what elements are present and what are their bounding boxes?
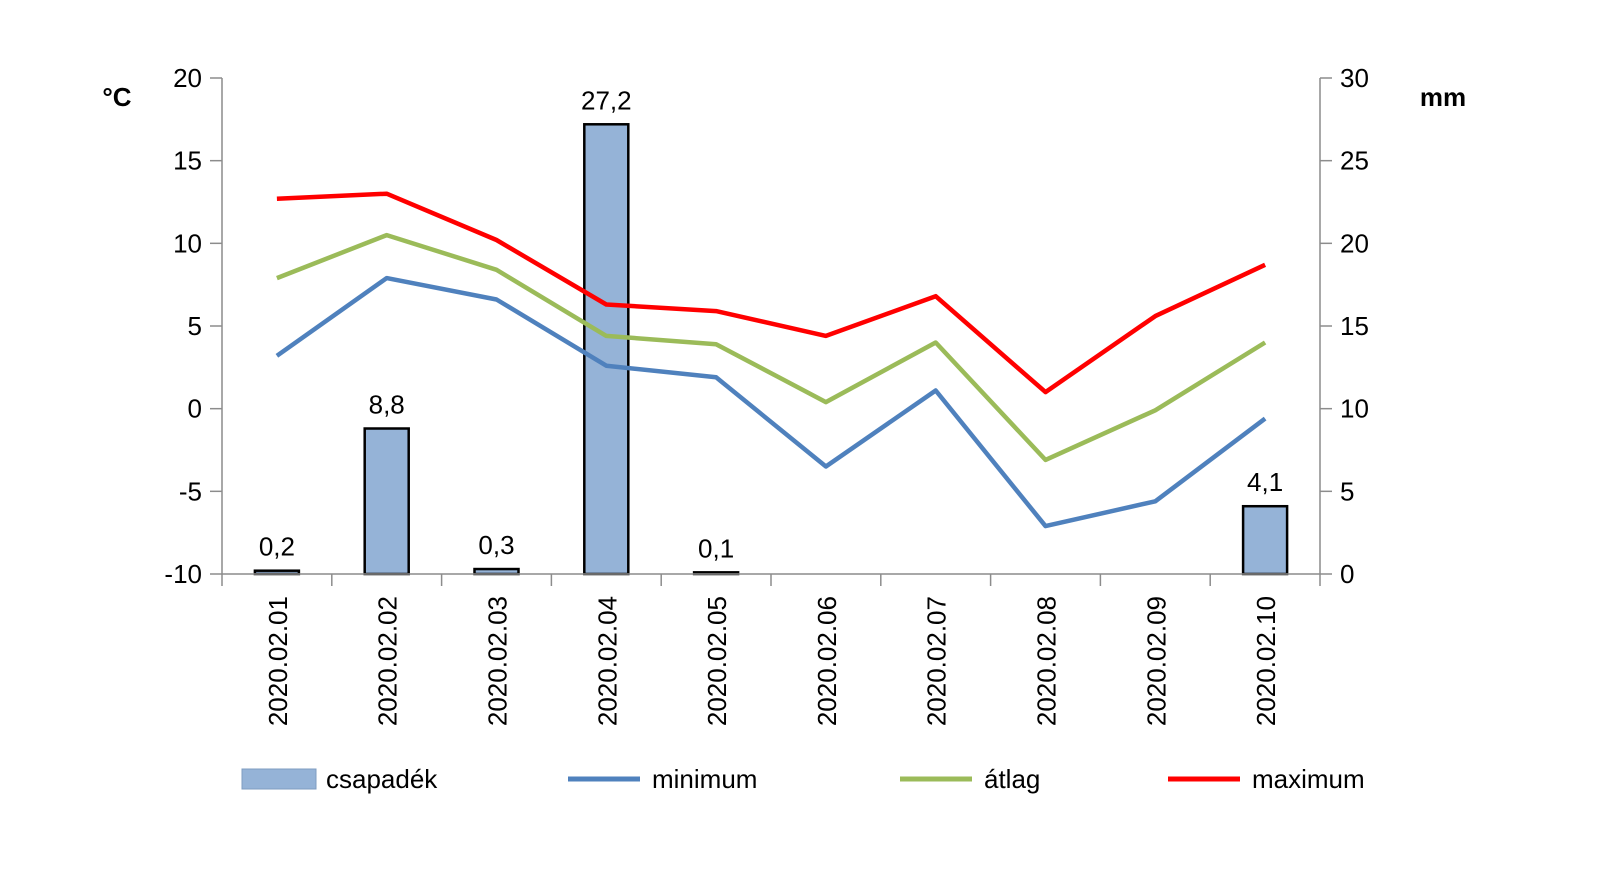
bar-value-label: 27,2 xyxy=(581,85,632,115)
right-tick-label: 15 xyxy=(1340,311,1369,341)
x-tick-label: 2020.02.05 xyxy=(702,596,732,726)
x-tick-label: 2020.02.08 xyxy=(1032,596,1062,726)
x-tick-label: 2020.02.04 xyxy=(592,596,622,726)
data-labels: 0,2 8,8 0,3 27,2 0,1 4,1 xyxy=(259,85,1283,563)
series-line-maximum xyxy=(276,191,1267,395)
precipitation-bars xyxy=(253,123,1289,576)
bar-value-label: 0,2 xyxy=(259,532,295,562)
bar-value-label: 4,1 xyxy=(1247,467,1283,497)
x-tick-label: 2020.02.09 xyxy=(1141,596,1171,726)
legend-label-maximum: maximum xyxy=(1252,764,1365,794)
precipitation-bar xyxy=(363,427,410,576)
right-tick-label: 10 xyxy=(1340,394,1369,424)
left-tick-label: 5 xyxy=(188,311,202,341)
axes: -10 -5 0 5 10 15 20 0 5 10 15 20 25 30 2020.02.01 2020.… xyxy=(164,63,1369,726)
precipitation-bar xyxy=(1241,504,1289,576)
left-tick-label: 15 xyxy=(173,146,202,176)
left-axis-unit: °C xyxy=(102,82,131,112)
x-tick-label: 2020.02.10 xyxy=(1251,596,1281,726)
legend-swatch-csapadék xyxy=(241,768,317,790)
bar-value-label: 0,1 xyxy=(698,533,734,563)
bar-value-label: 8,8 xyxy=(369,390,405,420)
series-line-átlag xyxy=(276,232,1267,463)
x-tick-label: 2020.02.06 xyxy=(812,596,842,726)
right-tick-label: 5 xyxy=(1340,476,1354,506)
left-tick-label: 20 xyxy=(173,63,202,93)
left-tick-label: 0 xyxy=(188,394,202,424)
right-tick-label: 30 xyxy=(1340,63,1369,93)
x-tick-label: 2020.02.03 xyxy=(483,596,513,726)
left-tick-label: 10 xyxy=(173,228,202,258)
precipitation-bar xyxy=(583,123,630,576)
legend-label-átlag: átlag xyxy=(984,764,1040,794)
left-tick-label: -5 xyxy=(179,476,202,506)
legend-label-minimum: minimum xyxy=(652,764,757,794)
legend: csapadék minimum átlag maximum xyxy=(241,764,1365,794)
left-tick-label: -10 xyxy=(164,559,202,589)
series-line-minimum xyxy=(275,275,1267,529)
right-tick-label: 0 xyxy=(1340,559,1354,589)
bar-value-label: 0,3 xyxy=(478,530,514,560)
right-tick-label: 25 xyxy=(1340,146,1369,176)
right-tick-label: 20 xyxy=(1340,228,1369,258)
temperature-lines xyxy=(275,191,1267,529)
x-tick-label: 2020.02.01 xyxy=(263,596,293,726)
right-axis-unit: mm xyxy=(1420,82,1466,112)
x-tick-label: 2020.02.02 xyxy=(373,596,403,726)
x-tick-label: 2020.02.07 xyxy=(922,596,952,726)
legend-label-csapadék: csapadék xyxy=(326,764,438,794)
